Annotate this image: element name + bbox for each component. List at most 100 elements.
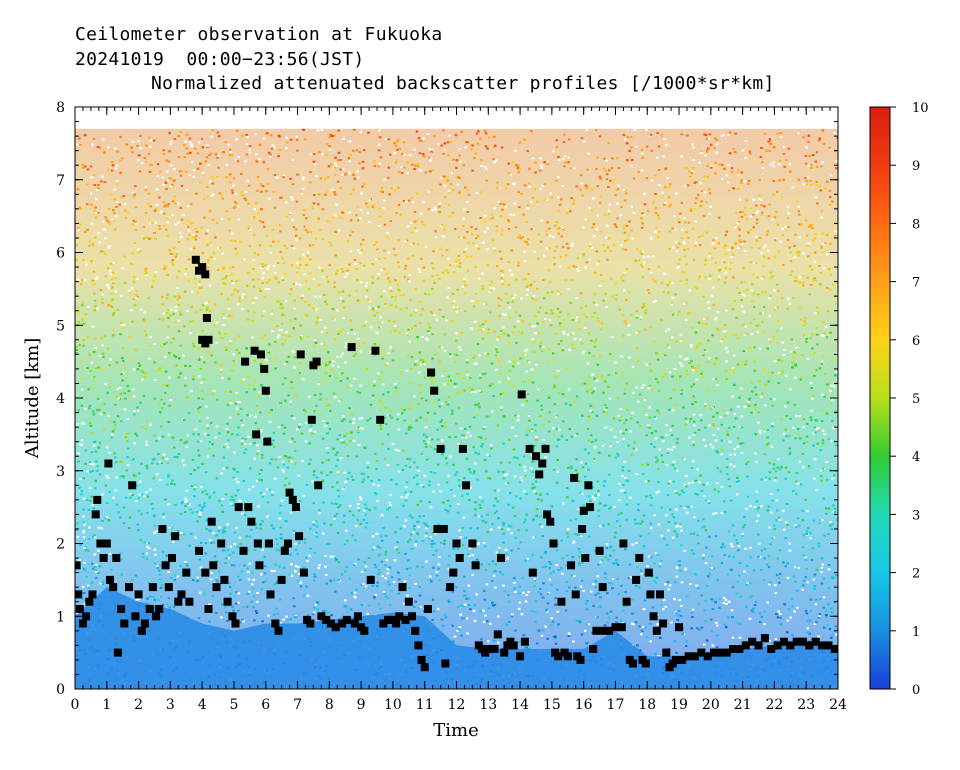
cloud-base-point (641, 659, 650, 668)
y-tick-label: 2 (56, 537, 65, 553)
x-tick-label: 24 (829, 697, 847, 713)
colorbar-tick-label: 7 (912, 276, 920, 291)
cloud-base-point (75, 590, 83, 599)
cloud-base-point (307, 415, 316, 424)
cloud-base-point (411, 626, 420, 635)
cloud-base-markers (75, 255, 838, 672)
cloud-base-point (449, 568, 458, 577)
cloud-base-point (306, 619, 315, 628)
cloud-base-point (261, 386, 270, 395)
cloud-base-point (703, 652, 712, 661)
cloud-base-point (439, 525, 448, 533)
x-tick-label: 12 (448, 697, 466, 713)
cloud-base-point (264, 539, 273, 548)
cloud-base-point (314, 481, 323, 490)
cloud-base-point (266, 590, 275, 599)
cloud-base-point (392, 619, 401, 628)
cloud-base-point (433, 525, 442, 533)
cloud-base-point (288, 495, 297, 504)
cloud-base-point (263, 437, 272, 446)
cloud-base-point (570, 474, 579, 482)
cloud-base-point (710, 648, 718, 657)
cloud-base-point (75, 605, 84, 613)
cloud-base-point (799, 637, 807, 646)
cloud-base-point (280, 546, 289, 555)
cloud-base-point (117, 605, 126, 613)
cloud-base-point (563, 652, 572, 661)
cloud-base-point (468, 539, 477, 548)
colorbar-tick-label: 6 (912, 334, 920, 349)
cloud-base-point (234, 503, 243, 512)
cloud-base-point (131, 612, 140, 621)
cloud-base-point (414, 641, 423, 650)
y-tick-label: 3 (56, 464, 65, 480)
cloud-base-point (366, 575, 375, 584)
cloud-base-point (500, 648, 509, 657)
cloud-base-point (646, 590, 655, 599)
x-tick-label: 17 (607, 697, 625, 713)
cloud-base-point (455, 554, 464, 562)
cloud-base-point (152, 612, 161, 621)
cloud-base-point (326, 619, 335, 628)
chart-title-variable: Normalized attenuated backscatter profil… (151, 73, 775, 94)
cloud-base-point (360, 626, 369, 635)
cloud-base-point (617, 623, 626, 632)
cloud-base-point (228, 612, 237, 621)
x-tick-label: 11 (416, 697, 434, 713)
cloud-base-point (528, 568, 537, 577)
cloud-base-point (748, 637, 757, 646)
cloud-base-point (662, 648, 671, 657)
cloud-base-point (85, 597, 94, 606)
cloud-base-point (690, 652, 699, 661)
x-tick-label: 10 (384, 697, 402, 713)
cloud-base-point (274, 626, 283, 635)
axes: 0 1 2 3 4 5 6 7 8 9 10 11 12 13 14 15 16 17 18 19 20 21 22 23 24… (56, 100, 847, 713)
x-tick-label: 20 (702, 697, 720, 713)
cloud-base-point (257, 350, 265, 359)
cloud-base-point (408, 612, 416, 621)
cloud-base-point (436, 444, 445, 453)
colorbar-tick-label: 2 (912, 567, 920, 582)
cloud-base-point (277, 575, 286, 584)
cloud-base-point (207, 517, 216, 526)
cloud-base-point (509, 641, 518, 650)
cloud-base-point (471, 561, 480, 570)
cloud-base-point (241, 357, 250, 366)
cloud-base-point (202, 314, 211, 322)
cloud-base-point (284, 539, 292, 548)
cloud-base-point (546, 517, 555, 526)
cloud-base-point (204, 335, 213, 344)
cloud-base-point (239, 546, 248, 555)
cloud-base-point (168, 554, 176, 562)
cloud-base-point (611, 623, 620, 632)
cloud-base-point (158, 525, 167, 533)
cloud-base-point (579, 506, 588, 515)
cloud-base-point (296, 350, 305, 359)
cloud-base-point (649, 612, 658, 621)
cloud-base-point (128, 481, 137, 490)
cloud-base-point (404, 597, 413, 606)
x-tick-label: 9 (357, 697, 366, 713)
cloud-base-point (201, 568, 210, 577)
cloud-base-point (371, 346, 380, 355)
cloud-base-point (652, 626, 661, 635)
cloud-base-point (312, 357, 321, 366)
cloud-base-point (106, 575, 114, 584)
x-tick-label: 16 (575, 697, 593, 713)
cloud-base-point (299, 568, 308, 577)
cloud-base-point (543, 510, 552, 519)
cloud-base-point (741, 641, 750, 650)
cloud-base-point (584, 481, 593, 490)
cloud-base-point (164, 583, 173, 592)
y-tick-label: 6 (56, 246, 65, 262)
colorbar-tick-label: 5 (912, 392, 920, 407)
cloud-base-point (171, 532, 180, 541)
cloud-base-point (632, 575, 641, 584)
cloud-base-point (671, 655, 680, 664)
x-tick-label: 22 (766, 697, 784, 713)
cloud-base-point (659, 619, 668, 628)
cloud-base-point (317, 612, 326, 621)
colorbar-tick-label: 1 (912, 625, 920, 640)
cloud-base-point (458, 444, 467, 453)
cloud-base-point (628, 659, 637, 668)
